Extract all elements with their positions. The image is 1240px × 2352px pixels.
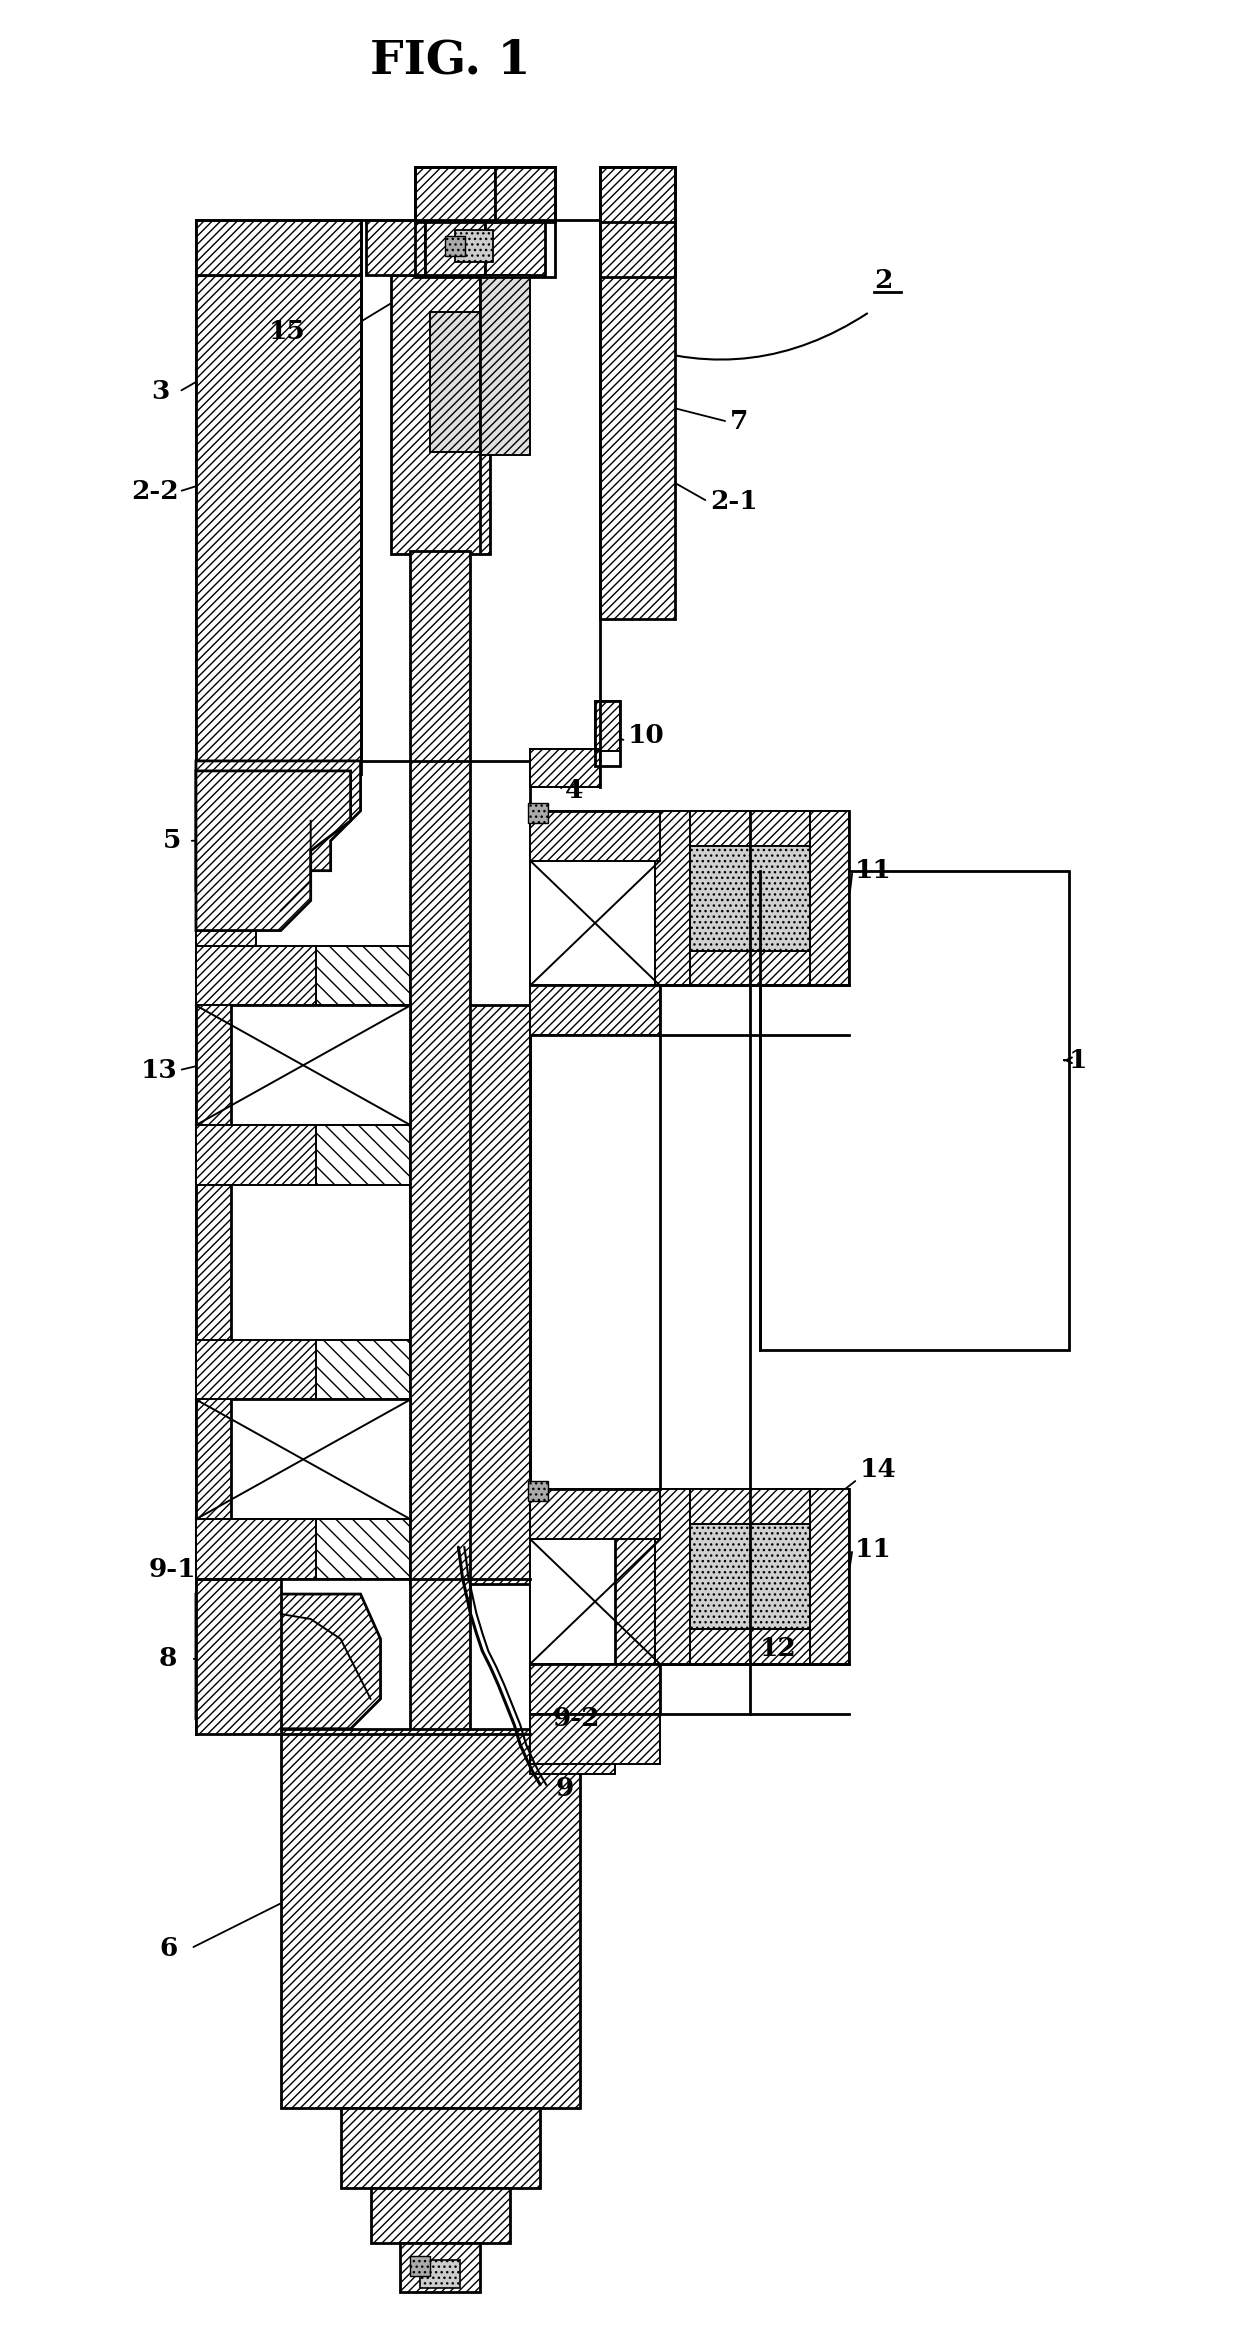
Bar — [430, 313, 480, 452]
Bar — [410, 550, 470, 1818]
Text: 8: 8 — [159, 1646, 177, 1672]
Bar — [600, 167, 675, 278]
Text: 5: 5 — [162, 828, 181, 854]
Bar — [531, 811, 660, 861]
Bar — [531, 1663, 660, 1715]
Bar — [480, 275, 531, 454]
Text: 11: 11 — [854, 1536, 892, 1562]
Text: 1: 1 — [1069, 1047, 1087, 1073]
Text: 6: 6 — [159, 1936, 177, 1962]
Bar — [531, 1715, 660, 1764]
Bar — [410, 1004, 531, 1585]
Bar — [495, 167, 556, 221]
Bar — [760, 870, 1069, 1350]
Bar — [316, 1124, 410, 1185]
Bar — [689, 811, 810, 847]
Bar — [531, 861, 660, 985]
Text: FIG. 1: FIG. 1 — [370, 38, 531, 85]
Text: 9-1: 9-1 — [149, 1557, 197, 1581]
Bar — [196, 774, 231, 1592]
Bar — [401, 2241, 480, 2293]
Bar — [420, 2260, 460, 2288]
Bar — [316, 1519, 410, 1578]
Bar — [655, 811, 689, 985]
Bar — [655, 1489, 849, 1663]
Bar — [595, 701, 620, 750]
Bar — [531, 748, 600, 788]
Bar — [655, 811, 849, 985]
Bar — [531, 1538, 660, 1663]
Bar — [531, 1489, 660, 1538]
Text: 9-2: 9-2 — [552, 1705, 600, 1731]
Bar — [600, 167, 675, 221]
Bar — [810, 1489, 849, 1663]
Bar — [689, 847, 810, 950]
Text: 2-2: 2-2 — [131, 480, 179, 503]
Polygon shape — [196, 762, 361, 891]
Polygon shape — [196, 1595, 381, 1729]
Text: 9: 9 — [556, 1776, 573, 1802]
Text: 4: 4 — [565, 779, 584, 804]
Bar — [341, 2107, 541, 2187]
Bar — [531, 861, 660, 985]
Bar — [531, 1715, 615, 1773]
Bar — [196, 1578, 280, 1733]
Text: 14: 14 — [859, 1456, 897, 1482]
Text: 10: 10 — [627, 724, 665, 748]
Bar — [415, 167, 495, 221]
Bar — [531, 748, 600, 788]
Bar — [196, 1124, 316, 1185]
Bar — [410, 2256, 430, 2274]
Bar — [196, 1399, 410, 1519]
Text: 15: 15 — [269, 320, 305, 343]
Bar — [531, 1538, 660, 1663]
Bar — [455, 230, 494, 261]
Bar — [415, 167, 556, 278]
Bar — [316, 946, 410, 1004]
Text: 12: 12 — [760, 1637, 796, 1661]
Bar — [689, 1630, 810, 1663]
Bar — [280, 1729, 580, 2107]
Bar — [689, 1524, 810, 1630]
Bar — [196, 275, 361, 774]
Text: 11: 11 — [854, 858, 892, 884]
Bar — [445, 235, 465, 256]
Bar — [196, 1519, 316, 1578]
Bar — [689, 1489, 810, 1524]
Bar — [689, 950, 810, 985]
Text: 13: 13 — [141, 1058, 177, 1082]
Bar — [528, 802, 548, 823]
Bar — [196, 1341, 316, 1399]
Bar — [655, 1489, 689, 1663]
Bar — [196, 221, 361, 275]
Bar — [810, 811, 849, 985]
Bar — [366, 221, 425, 275]
Bar — [600, 221, 675, 619]
Bar — [595, 701, 620, 767]
Bar — [196, 1004, 410, 1124]
Bar — [531, 985, 660, 1035]
Bar — [425, 221, 485, 275]
Text: 3: 3 — [151, 379, 170, 405]
Bar — [391, 275, 490, 555]
Bar — [485, 221, 546, 275]
Text: 7: 7 — [730, 409, 748, 435]
Bar — [528, 1482, 548, 1501]
Bar — [316, 1341, 410, 1399]
Bar — [196, 946, 316, 1004]
Bar — [371, 2187, 510, 2241]
Text: 2: 2 — [874, 268, 893, 292]
Text: 2-1: 2-1 — [709, 489, 758, 515]
Bar — [615, 1489, 655, 1715]
Bar — [196, 931, 255, 946]
Polygon shape — [196, 771, 351, 931]
